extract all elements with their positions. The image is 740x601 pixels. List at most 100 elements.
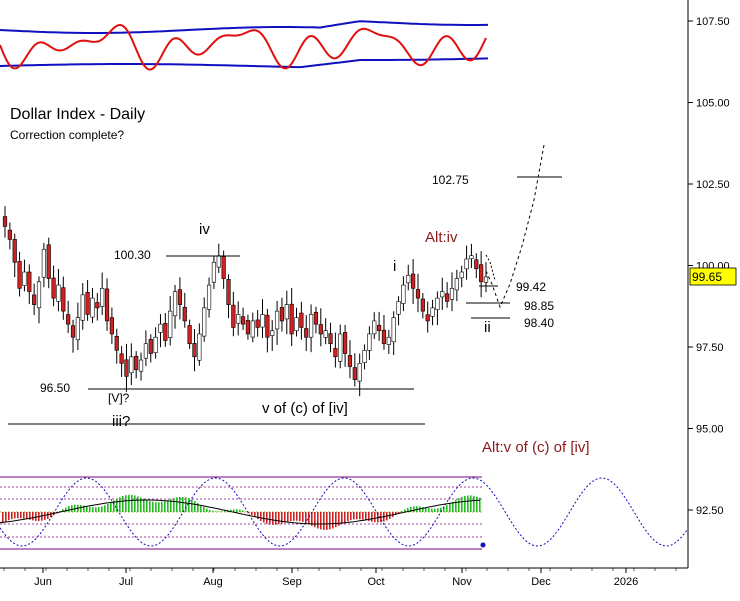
candle-down: [70, 325, 76, 338]
candle-down: [27, 271, 32, 292]
candle-down: [66, 314, 71, 325]
histogram-bar: [437, 508, 439, 512]
price-tick-label: 107.50: [696, 16, 730, 28]
histogram-bar: [308, 512, 310, 525]
histogram-bar: [260, 512, 262, 521]
candle-up: [250, 320, 255, 338]
level-label-98-85: 98.85: [524, 299, 554, 313]
histogram-bar: [47, 512, 49, 519]
candle-down: [265, 314, 270, 338]
histogram-bar: [65, 507, 67, 512]
alt-label-iv: Alt:iv: [425, 229, 458, 246]
histogram-bar: [395, 512, 397, 516]
candle-up: [367, 333, 372, 351]
histogram-bar: [23, 512, 25, 519]
histogram-bar: [11, 512, 13, 520]
candle-up: [172, 291, 178, 317]
histogram-bar: [92, 507, 94, 512]
histogram-bar: [125, 495, 127, 512]
candle-down: [46, 244, 51, 279]
histogram-bar: [347, 512, 349, 522]
histogram-bar: [191, 499, 193, 512]
candle-down: [474, 259, 479, 270]
histogram-bar: [104, 505, 106, 512]
candle-down: [289, 303, 294, 335]
histogram-bar: [8, 512, 10, 521]
histogram-bar: [479, 497, 481, 512]
oscillator-panel: [0, 20, 489, 71]
time-tick-label: Jun: [34, 576, 52, 588]
price-tick-label: 92.50: [696, 505, 724, 517]
projection-path: [485, 144, 545, 309]
histogram-bar: [62, 509, 64, 512]
time-tick-label: Aug: [203, 576, 223, 588]
candle-up: [270, 330, 275, 336]
candle-down: [17, 261, 22, 289]
candle-up: [129, 356, 134, 374]
candle-down: [114, 335, 119, 351]
histogram-bar: [182, 496, 184, 512]
histogram-bar: [137, 496, 139, 512]
histogram-bar: [284, 512, 286, 523]
histogram-bar: [2, 512, 4, 524]
histogram-bar: [407, 507, 409, 512]
histogram-bar: [131, 494, 133, 512]
wave-label-i: i: [393, 258, 396, 275]
projection-hook: [485, 254, 496, 281]
histogram-bar: [320, 512, 322, 530]
candle-up: [401, 284, 406, 304]
cycle-line: [0, 477, 689, 547]
candle-up: [464, 258, 469, 270]
histogram-bar: [218, 511, 220, 512]
histogram-bar: [50, 512, 52, 518]
histogram-bar: [224, 510, 226, 512]
histogram-bar: [155, 502, 157, 512]
candle-down: [352, 367, 357, 380]
histogram-bar: [338, 512, 340, 526]
histogram-bar: [440, 507, 442, 512]
candle-up: [435, 297, 440, 310]
candle-down: [192, 343, 197, 358]
histogram-bar: [302, 512, 304, 522]
candle-down: [304, 328, 309, 338]
histogram-bar: [266, 512, 268, 524]
candle-up: [206, 284, 212, 310]
candle-up: [449, 288, 455, 300]
histogram-bar: [14, 512, 16, 519]
candle-down: [12, 239, 17, 263]
candle-down: [347, 355, 353, 367]
level-label-99-42: 99.42: [516, 280, 546, 294]
chart-title: Dollar Index - Daily: [10, 106, 145, 123]
candle-down: [343, 332, 348, 354]
histogram-bar: [476, 496, 478, 512]
candle-up: [197, 333, 202, 361]
histogram-bar: [467, 495, 469, 512]
histogram-bar: [152, 501, 154, 512]
candle-down: [109, 317, 114, 335]
time-tick-label: Nov: [452, 576, 472, 588]
histogram-bar: [200, 505, 202, 512]
level-label-100-30: 100.30: [114, 248, 151, 262]
histogram-bar: [404, 509, 406, 512]
candle-down: [182, 306, 187, 322]
alt-label-v-of-c: Alt:v of (c) of [iv]: [482, 439, 590, 456]
wave-label-v-of-c: v of (c) of [iv]: [262, 400, 348, 417]
level-label-102-75: 102.75: [432, 173, 469, 187]
histogram-bar: [470, 495, 472, 512]
histogram-bar: [188, 498, 190, 512]
time-tick-label: Sep: [282, 576, 302, 588]
histogram-bar: [89, 506, 91, 512]
histogram-bar: [446, 505, 448, 512]
candle-up: [143, 343, 148, 359]
price-tick-label: 105.00: [696, 98, 730, 110]
histogram-bar: [71, 505, 73, 512]
candle-up: [396, 301, 401, 315]
band-lower: [0, 57, 489, 69]
histogram-bar: [167, 500, 169, 512]
chart-subtitle: Correction complete?: [10, 128, 124, 142]
histogram-panel: [0, 476, 689, 550]
candle-down: [411, 273, 416, 289]
histogram-bar: [149, 501, 151, 512]
histogram-bar: [473, 495, 475, 512]
